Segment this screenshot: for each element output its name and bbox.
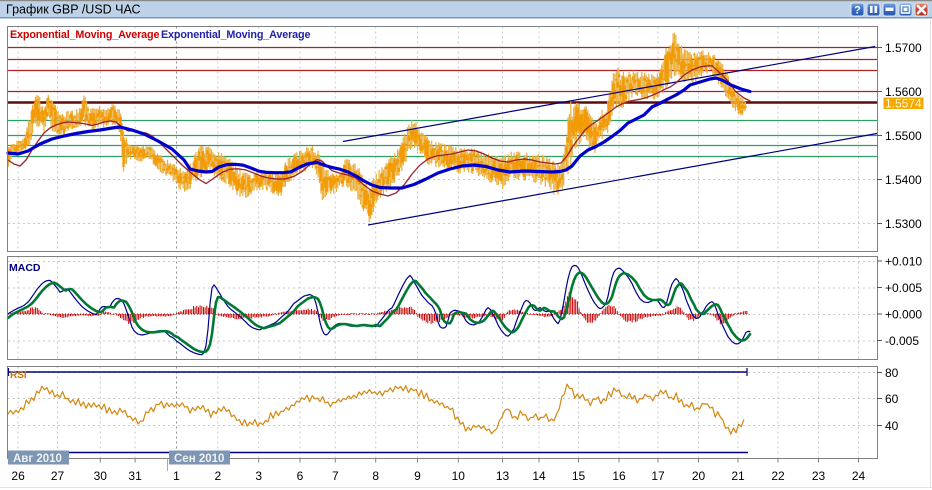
svg-text:80: 80 [885,366,899,380]
svg-text:Exponential_Moving_Average: Exponential_Moving_Average [161,29,310,41]
svg-text:7: 7 [332,469,339,483]
svg-text:8: 8 [372,469,379,483]
svg-text:9: 9 [414,469,421,483]
svg-text:40: 40 [885,419,899,433]
svg-text:20: 20 [692,469,706,483]
svg-text:Сен 2010: Сен 2010 [174,453,224,465]
svg-text:15: 15 [572,469,586,483]
svg-text:+0.010: +0.010 [885,255,922,269]
svg-text:1.5400: 1.5400 [885,173,922,187]
svg-text:23: 23 [812,469,826,483]
svg-text:17: 17 [651,469,665,483]
svg-text:1.5700: 1.5700 [885,41,922,55]
svg-text:6: 6 [297,469,304,483]
svg-text:13: 13 [496,469,510,483]
svg-text:27: 27 [51,469,65,483]
svg-text:+0.005: +0.005 [885,281,922,295]
svg-text:30: 30 [94,469,108,483]
svg-text:3: 3 [255,469,262,483]
svg-text:31: 31 [128,469,142,483]
svg-text:1.5574: 1.5574 [885,97,922,111]
svg-text:-0.005: -0.005 [885,334,919,348]
svg-text:График GBP /USD ЧАС: График GBP /USD ЧАС [6,3,141,17]
svg-text:+0.000: +0.000 [885,308,922,322]
svg-text:2: 2 [214,469,221,483]
svg-text:?: ? [854,5,861,17]
svg-text:16: 16 [612,469,626,483]
svg-text:1.5300: 1.5300 [885,217,922,231]
svg-text:10: 10 [452,469,466,483]
svg-text:1.5600: 1.5600 [885,85,922,99]
svg-text:14: 14 [532,469,546,483]
svg-text:RSI: RSI [10,370,27,381]
svg-text:1: 1 [173,469,180,483]
svg-text:22: 22 [771,469,785,483]
svg-text:26: 26 [11,469,25,483]
svg-text:Авг 2010: Авг 2010 [13,453,62,465]
svg-text:60: 60 [885,392,899,406]
svg-text:Exponential_Moving_Average: Exponential_Moving_Average [10,29,159,41]
svg-text:MACD: MACD [9,262,41,274]
svg-text:21: 21 [731,469,745,483]
svg-text:24: 24 [852,469,866,483]
svg-text:1.5500: 1.5500 [885,129,922,143]
